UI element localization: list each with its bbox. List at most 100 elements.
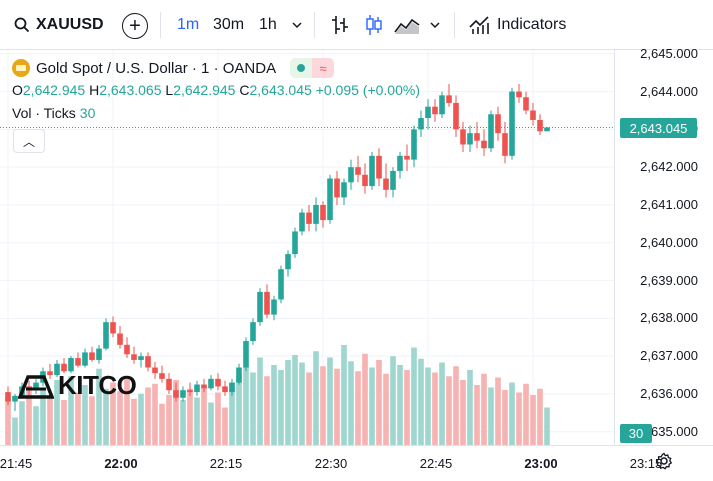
candle-body <box>390 170 396 190</box>
volume-bar <box>341 345 347 445</box>
candle-body <box>355 167 361 175</box>
price-tick-label: 2,638.000 <box>640 310 698 326</box>
toolbar-divider <box>454 12 455 38</box>
volume-bar <box>292 355 298 445</box>
volume-bar <box>355 371 361 445</box>
candle-body <box>418 118 424 130</box>
candles-chart-type-button[interactable] <box>364 0 384 50</box>
candle-body <box>117 333 123 345</box>
kitco-wordmark: KITCO <box>58 370 137 400</box>
market-status-badge[interactable]: ≈ <box>290 58 335 78</box>
price-tick-label: 2,645.000 <box>640 45 698 61</box>
candle-body <box>306 212 312 224</box>
timeframe-1m[interactable]: 1m <box>177 16 200 33</box>
price-tick-label: 2,636.000 <box>640 385 698 401</box>
volume-bar <box>33 406 39 445</box>
candle-body <box>103 322 109 349</box>
candle-body <box>12 395 18 402</box>
volume-bar <box>453 366 459 445</box>
candle-body <box>33 382 39 391</box>
candle-body <box>292 231 298 255</box>
volume-bar <box>47 395 53 445</box>
volume-bar <box>523 383 529 445</box>
close-value: 2,643.045 <box>249 82 312 98</box>
price-chart[interactable] <box>0 50 614 445</box>
volume-bar <box>159 403 165 445</box>
volume-bar <box>103 388 109 445</box>
candle-body <box>229 382 235 393</box>
volume-bar <box>418 358 424 445</box>
candle-body <box>425 106 431 119</box>
collapse-legend-button[interactable]: ︿ <box>13 129 45 153</box>
candle-body <box>369 155 375 187</box>
price-axis[interactable]: 2,645.0002,644.0002,643.0002,642.0002,64… <box>614 46 713 445</box>
candle-body <box>544 127 550 132</box>
volume-bar <box>397 365 403 445</box>
chart-settings-button[interactable] <box>655 452 673 475</box>
volume-bar <box>516 392 522 445</box>
volume-bar <box>222 407 228 445</box>
time-tick-label: 22:00 <box>104 456 138 471</box>
candle-body <box>467 133 473 145</box>
volume-label: Vol · Ticks <box>12 105 76 121</box>
candle-body <box>341 182 347 198</box>
candle-body <box>68 358 74 372</box>
candle-body <box>481 140 487 149</box>
price-tick-label: 2,637.000 <box>640 348 698 364</box>
volume-bar <box>376 360 382 445</box>
volume-bar <box>425 367 431 445</box>
volume-bar <box>166 395 172 445</box>
volume-bar <box>320 366 326 445</box>
candle-body <box>222 386 228 393</box>
volume-bar <box>509 382 515 445</box>
candle-body <box>502 133 508 156</box>
timeframe-dropdown-button[interactable] <box>291 0 303 50</box>
price-tick-label: 2,639.000 <box>640 272 698 288</box>
volume-bar <box>474 385 480 445</box>
high-value: 2,643.065 <box>99 82 162 98</box>
symbol-label: XAUUSD <box>36 16 104 33</box>
volume-legend: Vol · Ticks 30 <box>12 105 95 121</box>
candle-body <box>250 322 256 342</box>
candle-body <box>376 155 382 179</box>
chevron-up-icon: ︿ <box>22 134 35 149</box>
close-label: C <box>239 82 250 98</box>
chart-legend: Gold Spot / U.S. Dollar · 1 · OANDA ≈ <box>12 57 335 79</box>
volume-bar <box>257 357 263 445</box>
bar-chart-type-button[interactable] <box>330 0 350 50</box>
timeframe-30m[interactable]: 30m <box>213 16 245 33</box>
volume-bar <box>411 347 417 445</box>
volume-bar <box>467 370 473 445</box>
candle-body <box>474 133 480 141</box>
area-chart-type-button[interactable] <box>394 0 420 50</box>
time-tick-label: 22:15 <box>209 456 243 471</box>
candle-body <box>145 356 151 368</box>
volume-bar <box>89 396 95 445</box>
toolbar-divider <box>314 12 315 38</box>
candle-body <box>404 155 410 160</box>
timeframe-1h[interactable]: 1h <box>259 16 277 33</box>
volume-bar <box>96 368 102 445</box>
candle-body <box>173 390 179 398</box>
volume-bar <box>278 370 284 445</box>
low-value: 2,642.945 <box>173 82 236 98</box>
candle-body <box>397 155 403 171</box>
chevron-down-icon <box>292 22 302 29</box>
open-label: O <box>12 82 23 98</box>
candle-body <box>159 373 165 379</box>
volume-bar <box>502 390 508 445</box>
candle-body <box>236 367 242 383</box>
chart-type-dropdown-button[interactable] <box>429 0 441 50</box>
last-volume-tag: 30 <box>620 424 652 443</box>
price-tick-label: 2,641.000 <box>640 196 698 212</box>
compare-symbol-button[interactable]: + <box>122 13 148 39</box>
candle-body <box>180 390 186 398</box>
candle-body <box>61 363 67 372</box>
indicators-button[interactable]: Indicators <box>469 0 566 50</box>
time-axis[interactable]: 21:45 22:00 22:15 22:30 22:45 23:00 23:15 <box>0 445 713 481</box>
kitco-bar-icon <box>18 374 54 399</box>
volume-bar <box>285 360 291 445</box>
candle-body <box>215 378 221 387</box>
symbol-search-button[interactable]: XAUUSD <box>14 0 104 50</box>
candle-body <box>271 299 277 315</box>
